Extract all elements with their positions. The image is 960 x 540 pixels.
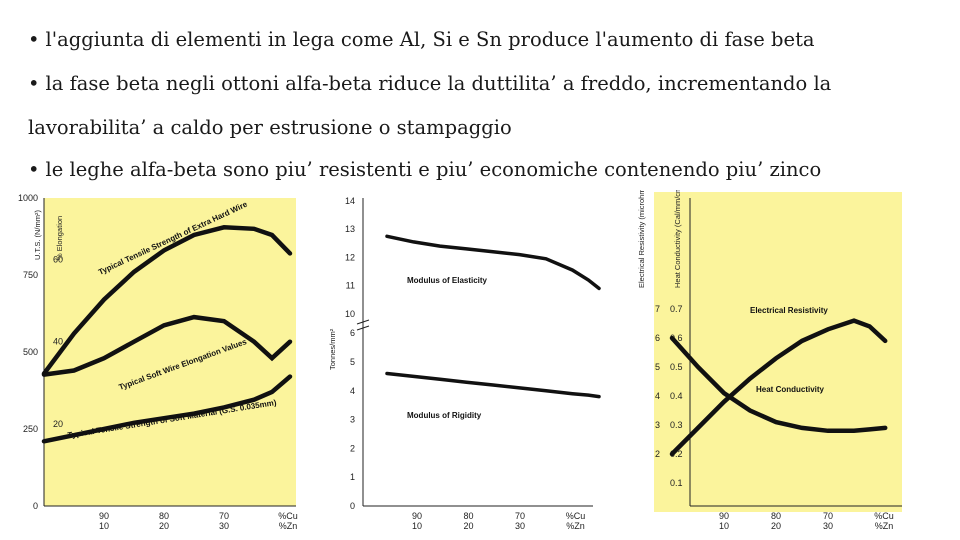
series-label-heat-conductivity: Heat Conductivity	[756, 385, 825, 394]
y-tick-left: 5	[655, 362, 660, 372]
curve-heat-conductivity	[669, 335, 888, 434]
series-label-electrical-resistivity: Electrical Resistivity	[750, 306, 828, 315]
y-tick-lower: 2	[350, 443, 355, 453]
x-tick-cu: 80	[463, 511, 473, 521]
axis-break-mark	[356, 319, 370, 331]
y-tick-right: 0.2	[670, 449, 683, 459]
y-tick-left: 500	[23, 347, 38, 357]
y-axis-label-right: Heat Conductivity (Cal/mm/cm² s°C)	[673, 190, 682, 288]
x-tick-zn: 30	[823, 521, 833, 530]
y-tick-left: 750	[23, 270, 38, 280]
y-tick-right: 20	[53, 419, 63, 429]
y-tick-right: 0.5	[670, 362, 683, 372]
x-tick-cu: 90	[412, 511, 422, 521]
y-tick-left: 1000	[18, 193, 38, 203]
x-tick-cu: 80	[771, 511, 781, 521]
x-tick-cu: 70	[515, 511, 525, 521]
chart-background	[654, 192, 902, 512]
bullet-text-1: l'aggiunta di elementi in lega come Al, …	[45, 28, 815, 51]
bullet-2: • la fase beta negli ottoni alfa-beta rid…	[28, 72, 831, 95]
bullet-text-3: lavorabilita’ a caldo per estrusione o s…	[28, 116, 512, 139]
y-axis-label-right: % Elongation	[55, 216, 64, 260]
x-tick-cu: 90	[99, 511, 109, 521]
bullet-2-continuation: lavorabilita’ a caldo per estrusione o s…	[28, 116, 512, 139]
curve-electrical-resistivity	[669, 318, 888, 457]
bullet-symbol: •	[28, 158, 40, 181]
bullet-symbol: •	[28, 72, 40, 95]
bullet-text-4: le leghe alfa-beta sono piu’ resistenti …	[45, 158, 822, 181]
y-tick-left: 4	[655, 391, 660, 401]
x-unit-cu: %Cu	[278, 511, 298, 521]
x-tick-zn: 30	[219, 521, 229, 530]
y-tick-lower: 0	[350, 501, 355, 511]
y-tick-upper: 10	[345, 309, 355, 319]
y-tick-left: 3	[655, 420, 660, 430]
y-tick-upper: 11	[346, 281, 355, 291]
y-tick-lower: 4	[350, 386, 355, 396]
x-tick-zn: 20	[159, 521, 169, 530]
x-unit-zn: %Zn	[279, 521, 298, 530]
y-tick-upper: 12	[345, 252, 355, 262]
y-axis-label-left: U.T.S. (N/mm²)	[33, 210, 42, 260]
y-axis-label-left: Electrical Resistivity (microhm/cm)	[637, 190, 646, 288]
bullet-symbol: •	[28, 28, 40, 51]
y-tick-right: 0.6	[670, 333, 683, 343]
x-tick-cu: 90	[719, 511, 729, 521]
y-tick-left: 7	[655, 304, 660, 314]
y-tick-left: 250	[23, 424, 38, 434]
y-tick-left: 2	[655, 449, 660, 459]
y-tick-left: 0	[33, 501, 38, 511]
y-tick-upper: 13	[345, 224, 355, 234]
y-tick-lower: 6	[350, 328, 355, 338]
chart-background	[363, 198, 595, 506]
curve-extra-hard-wire	[41, 225, 293, 376]
x-tick-zn: 20	[463, 521, 473, 530]
x-tick-cu: 80	[159, 511, 169, 521]
y-tick-right: 0.1	[670, 478, 683, 488]
x-tick-cu: 70	[219, 511, 229, 521]
x-unit-cu: %Cu	[566, 511, 586, 521]
y-tick-left: 6	[655, 333, 660, 343]
y-tick-lower: 1	[350, 472, 355, 482]
curve-soft-material	[41, 374, 293, 444]
y-tick-upper: 14	[345, 196, 355, 206]
x-tick-zn: 10	[99, 521, 109, 530]
x-unit-zn: %Zn	[566, 521, 585, 530]
x-tick-cu: 70	[823, 511, 833, 521]
y-axis-label: Tonnes/mm²	[328, 328, 337, 370]
y-tick-right: 0.7	[670, 304, 683, 314]
curve-soft-wire-elongation	[41, 314, 293, 377]
series-label-elasticity: Modulus of Elasticity	[407, 276, 488, 285]
x-unit-zn: %Zn	[875, 521, 894, 530]
y-tick-lower: 3	[350, 415, 355, 425]
x-unit-cu: %Cu	[874, 511, 894, 521]
y-tick-lower: 5	[350, 357, 355, 367]
x-tick-zn: 20	[771, 521, 781, 530]
y-tick-right: 0.4	[670, 391, 683, 401]
curve-modulus-elasticity	[385, 234, 601, 291]
series-label-rigidity: Modulus of Rigidity	[407, 411, 482, 420]
bullet-3: • le leghe alfa-beta sono piu’ resistenti…	[28, 158, 821, 181]
curve-modulus-rigidity	[385, 371, 601, 399]
y-tick-right: 0.3	[670, 420, 683, 430]
x-tick-zn: 10	[719, 521, 729, 530]
bullet-1: • l'aggiunta di elementi in lega come Al,…	[28, 28, 815, 51]
x-tick-zn: 30	[515, 521, 525, 530]
y-tick-right: 40	[53, 337, 63, 347]
y-tick-right: 60	[53, 255, 63, 265]
x-tick-zn: 10	[412, 521, 422, 530]
bullet-text-2: la fase beta negli ottoni alfa-beta ridu…	[45, 72, 832, 95]
